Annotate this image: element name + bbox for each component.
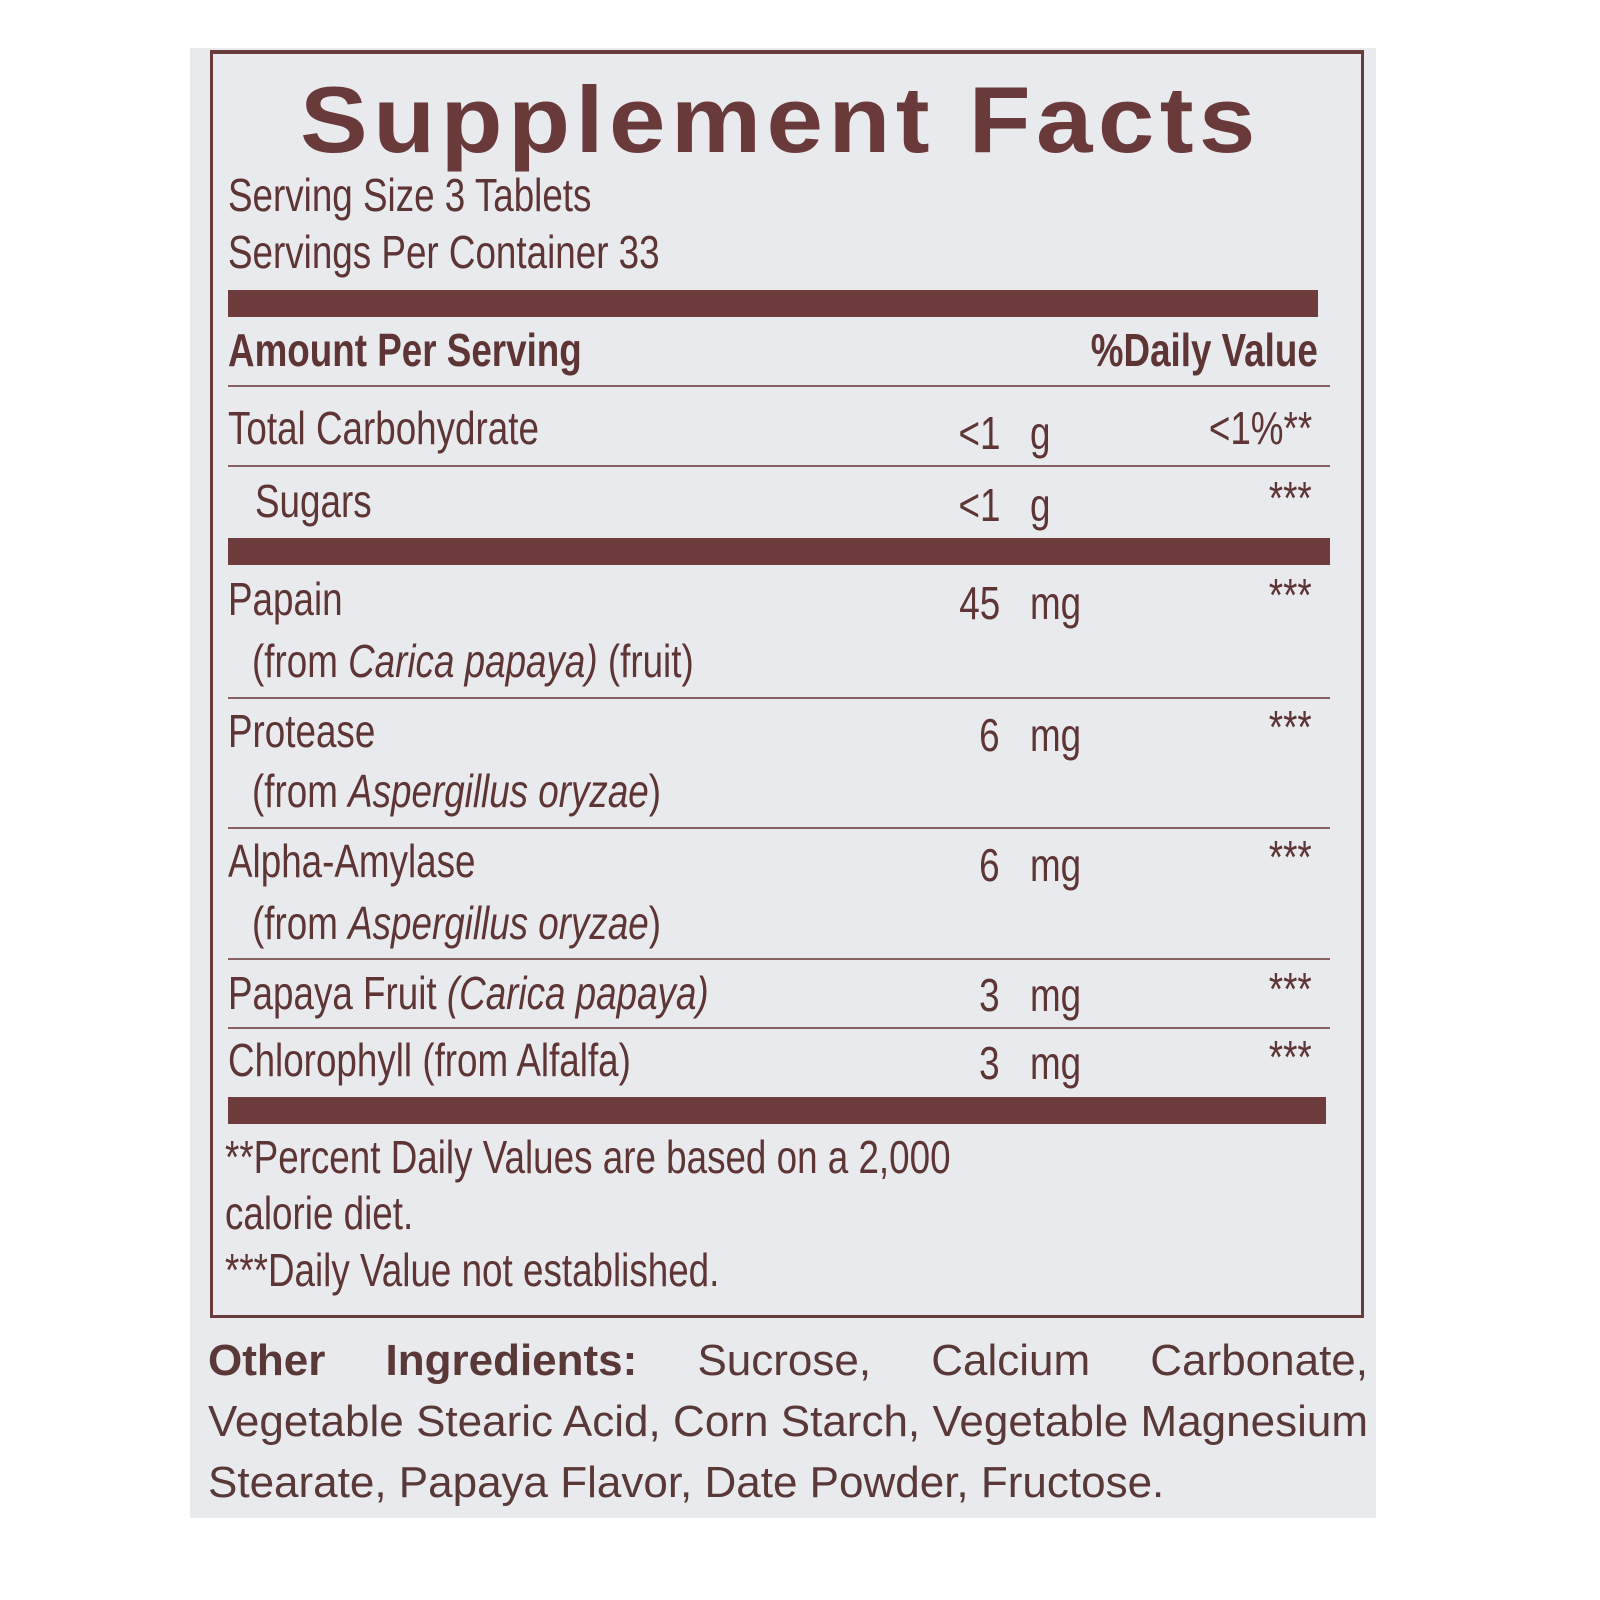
source-prefix: (from: [252, 897, 349, 949]
other-ingredients-label: Other Ingredients:: [208, 1336, 638, 1385]
row-value: 3: [979, 969, 1000, 1021]
divider: [228, 465, 1330, 467]
other-ingredients-text: Sucrose, Calcium Carbonate,: [697, 1336, 1368, 1385]
source-suffix: (fruit): [597, 635, 694, 687]
source-species: Aspergillus oryzae: [348, 765, 649, 817]
row-dv: ***: [1269, 701, 1312, 753]
thick-divider: [228, 1097, 1326, 1124]
divider: [228, 827, 1330, 829]
thick-divider: [228, 290, 1318, 317]
row-name: Papain: [228, 573, 343, 625]
thick-divider: [228, 538, 1330, 565]
divider: [228, 1027, 1330, 1029]
row-name: Sugars: [255, 475, 372, 527]
row-unit: mg: [1030, 969, 1082, 1021]
other-ingredients: Other Ingredients: Sucrose, Calcium Carb…: [208, 1330, 1368, 1513]
row-dv: ***: [1269, 831, 1312, 883]
divider: [228, 385, 1330, 387]
title: Supplement Facts: [300, 67, 1261, 172]
source-species: Aspergillus oryzae: [348, 897, 649, 949]
servings-per-container: Servings Per Container 33: [228, 226, 660, 278]
row-value: 6: [979, 709, 1000, 761]
footnote-percent-dv-cont: calorie diet.: [225, 1187, 414, 1239]
row-value: 6: [979, 839, 1000, 891]
row-source: (from Carica papaya) (fruit): [252, 638, 694, 684]
row-dv: ***: [1269, 472, 1312, 524]
row-name: Chlorophyll (from Alfalfa): [228, 1034, 631, 1086]
row-dv: <1%**: [1208, 402, 1312, 454]
row-name: Alpha-Amylase: [228, 835, 476, 887]
row-value: 3: [979, 1037, 1000, 1089]
daily-value-label: %Daily Value: [1090, 324, 1318, 376]
supplement-facts-box: [210, 50, 1364, 1318]
divider: [228, 697, 1330, 699]
row-name-species: (Carica papaya): [446, 967, 709, 1019]
serving-size: Serving Size 3 Tablets: [228, 169, 592, 221]
row-unit: mg: [1030, 577, 1082, 629]
source-suffix: ): [648, 897, 662, 949]
footnote-percent-dv: **Percent Daily Values are based on a 2,…: [225, 1131, 951, 1183]
source-prefix: (from: [252, 765, 349, 817]
row-unit: g: [1030, 479, 1051, 531]
row-name: Total Carbohydrate: [228, 402, 539, 454]
divider: [228, 958, 1330, 960]
source-species: Carica papaya): [348, 635, 598, 687]
row-unit: mg: [1030, 1037, 1082, 1089]
amount-per-serving-label: Amount Per Serving: [228, 324, 582, 376]
row-source: (from Aspergillus oryzae): [252, 768, 661, 814]
row-value: 45: [959, 577, 1000, 629]
row-dv: ***: [1269, 963, 1312, 1015]
row-value: <1: [958, 407, 1000, 459]
footnote-dv-not-established: ***Daily Value not established.: [225, 1244, 720, 1296]
row-dv: ***: [1269, 1031, 1312, 1083]
source-prefix: (from: [252, 635, 349, 687]
row-name: Protease: [228, 705, 376, 757]
other-ingredients-line: Other Ingredients: Sucrose, Calcium Carb…: [208, 1330, 1368, 1391]
row-value: <1: [958, 479, 1000, 531]
row-unit: mg: [1030, 839, 1082, 891]
source-suffix: ): [648, 765, 662, 817]
row-dv: ***: [1269, 569, 1312, 621]
row-unit: g: [1030, 407, 1051, 459]
other-ingredients-line: Vegetable Stearic Acid, Corn Starch, Veg…: [208, 1397, 1368, 1446]
row-source: (from Aspergillus oryzae): [252, 900, 661, 946]
row-unit: mg: [1030, 709, 1082, 761]
row-name: Papaya Fruit (Carica papaya): [228, 970, 709, 1016]
other-ingredients-line: Stearate, Papaya Flavor, Date Powder, Fr…: [208, 1458, 1165, 1507]
row-name-text: Papaya Fruit: [228, 967, 447, 1019]
